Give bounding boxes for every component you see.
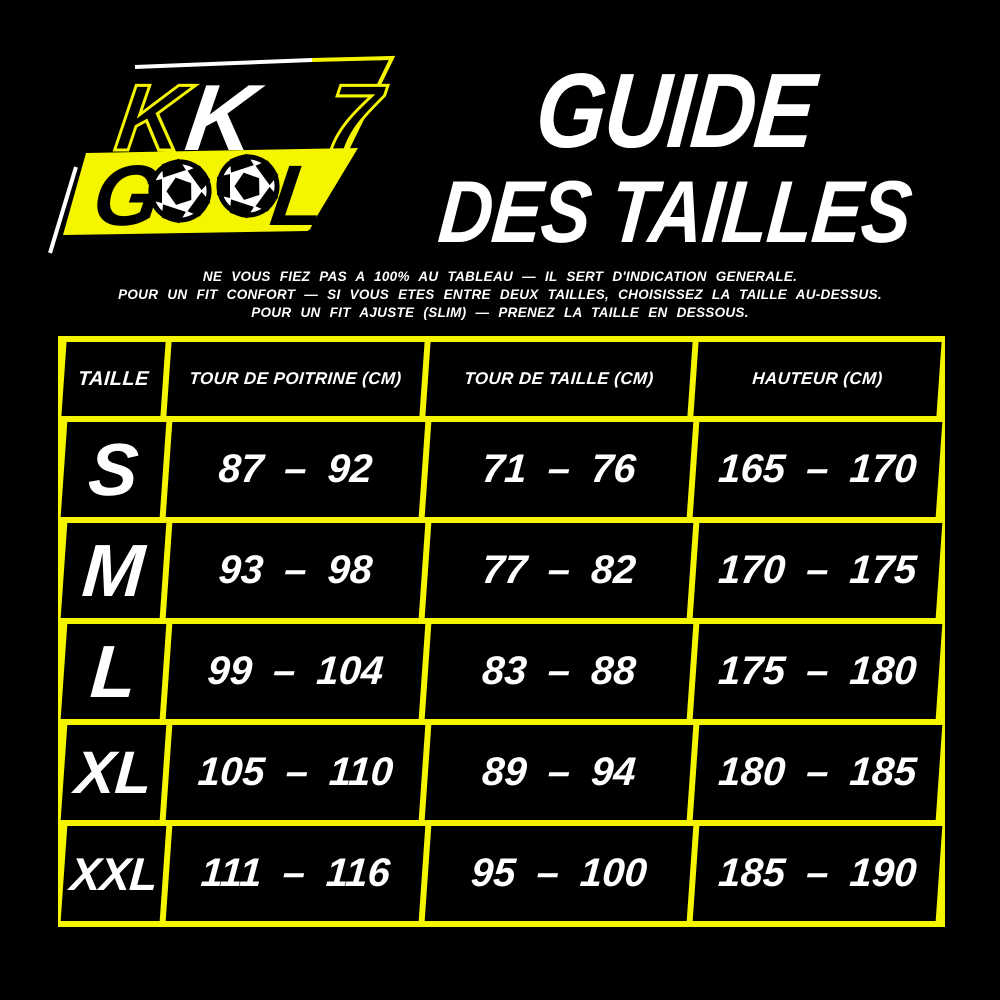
column-header-poitrine: TOUR DE POITRINE (CM): [166, 342, 425, 416]
column-header-taille: TAILLE: [61, 342, 166, 416]
waist-range-xxl: 95 – 100: [424, 826, 694, 921]
page-title: GUIDE DES TAILLES: [395, 52, 955, 261]
kkgool-logo: K K 7 G L: [48, 55, 396, 254]
size-label-xxl: XXL: [60, 826, 167, 921]
waist-range-xl: 89 – 94: [424, 725, 694, 820]
height-range-xxl: 185 – 190: [692, 826, 943, 921]
title-line-des-tailles: DES TAILLES: [434, 162, 916, 261]
waist-range-m: 77 – 82: [424, 523, 694, 618]
size-table: TAILLE TOUR DE POITRINE (CM) TOUR DE TAI…: [58, 336, 945, 927]
fit-note-line: POUR UN FIT CONFORT — SI VOUS ETES ENTRE…: [118, 287, 882, 302]
chest-range-m: 93 – 98: [165, 523, 426, 618]
height-range-xl: 180 – 185: [692, 725, 943, 820]
column-header-taille-cm: TOUR DE TAILLE (CM): [425, 342, 693, 416]
column-header-hauteur: HAUTEUR (CM): [693, 342, 942, 416]
height-range-s: 165 – 170: [692, 422, 943, 517]
chest-range-xxl: 111 – 116: [165, 826, 426, 921]
logo-frame-top-white: [134, 58, 313, 69]
chest-range-l: 99 – 104: [165, 624, 426, 719]
logo-frame-left-white: [48, 166, 78, 254]
chest-range-xl: 105 – 110: [165, 725, 426, 820]
height-range-m: 170 – 175: [692, 523, 943, 618]
size-label-s: S: [60, 422, 167, 517]
size-label-l: L: [60, 624, 167, 719]
waist-range-l: 83 – 88: [424, 624, 694, 719]
fit-note-line: NE VOUS FIEZ PAS A 100% AU TABLEAU — IL …: [202, 269, 798, 284]
waist-range-s: 71 – 76: [424, 422, 694, 517]
fit-notes: NE VOUS FIEZ PAS A 100% AU TABLEAU — IL …: [0, 268, 1000, 322]
chest-range-s: 87 – 92: [165, 422, 426, 517]
size-label-xl: XL: [60, 725, 167, 820]
fit-note-line: POUR UN FIT AJUSTE (SLIM) — PRENEZ LA TA…: [251, 305, 749, 320]
title-line-guide: GUIDE: [531, 52, 819, 170]
size-label-m: M: [60, 523, 167, 618]
height-range-l: 175 – 180: [692, 624, 943, 719]
